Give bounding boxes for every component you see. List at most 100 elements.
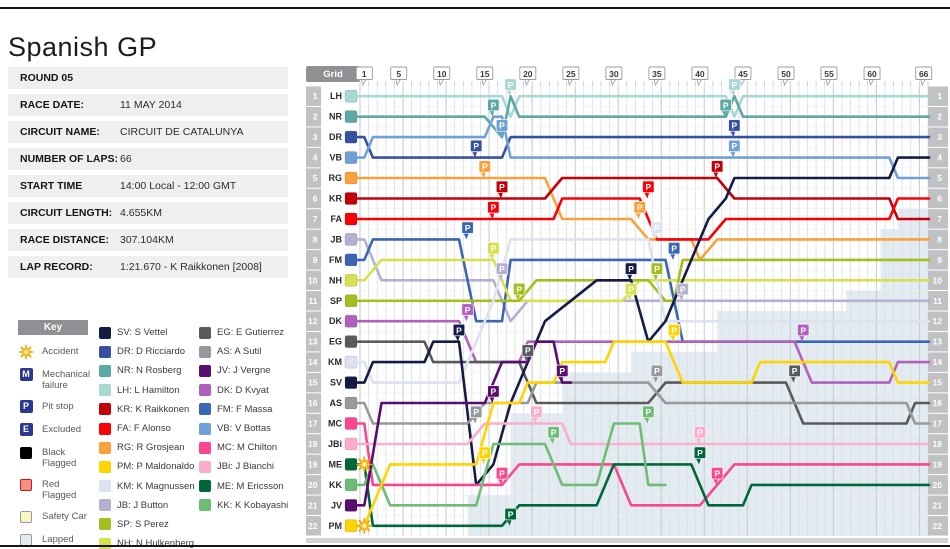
driver-color-chip (199, 441, 211, 454)
grid-position-number: 4 (313, 153, 318, 163)
legend-item-RG: RG: R Grosjean (99, 438, 199, 457)
grid-position-number: 6 (313, 194, 318, 204)
svg-text:P: P (800, 325, 806, 335)
info-label: ROUND 05 (20, 72, 74, 84)
legend-item-ME: ME: M Ericsson (199, 477, 299, 496)
lap-tag (476, 66, 494, 80)
info-label: CIRCUIT NAME: (20, 126, 100, 138)
grid-position-number: 20 (308, 480, 318, 490)
finish-position-cell (928, 106, 948, 127)
svg-text:P: P (697, 448, 703, 458)
grid-position-number: 8 (313, 234, 318, 244)
legend-item-label: DR: D Ricciardo (117, 346, 186, 358)
pit-marker-KK: P (547, 426, 560, 444)
legend-item-MC: MC: M Chilton (199, 438, 299, 457)
info-row: RACE DATE: 11 MAY 2014 (8, 94, 288, 116)
lap-tag-label: 1 (362, 69, 367, 79)
driver-trace-KR (349, 176, 931, 221)
pit-marker-MC: P (710, 466, 724, 485)
finish-position-cell (928, 495, 948, 516)
driver-color-chip (99, 422, 111, 435)
key-item: P Pit stop (8, 399, 96, 414)
pit-marker-LH: P (504, 78, 517, 97)
legend-item-label: FM: F Massa (217, 403, 273, 415)
legend-item-label: JBi: J Bianchi (217, 461, 275, 473)
finish-position-number: 9 (937, 255, 942, 265)
grid-position-cell (306, 454, 321, 475)
svg-text:P: P (732, 141, 738, 151)
legend-item-label: NR: N Rosberg (117, 365, 182, 377)
finish-position-cell (928, 352, 948, 372)
driver-color-chip (99, 441, 111, 454)
grid-driver-code-VB: VB (329, 153, 342, 163)
svg-text:P: P (654, 223, 660, 233)
legend-item-label: KR: K Raikkonen (117, 403, 190, 415)
lap-tag (562, 66, 580, 80)
grid-position-number: 19 (308, 459, 318, 469)
svg-text:P: P (723, 100, 729, 110)
info-row: NUMBER OF LAPS: 66 (8, 148, 288, 170)
key-item-label: Black Flagged (42, 447, 77, 469)
grid-position-number: 16 (308, 398, 318, 408)
grid-position-number: 9 (313, 255, 318, 265)
pit-marker-NH: P (624, 282, 638, 301)
grid-position-number: 10 (308, 275, 318, 285)
svg-text:P: P (516, 284, 522, 294)
grid-position-cell (306, 127, 321, 147)
info-value: 4.655KM (120, 207, 163, 219)
legend-item-label: DK: D Kvyat (217, 384, 269, 396)
svg-text:P: P (680, 284, 686, 294)
finish-position-number: 5 (937, 173, 942, 183)
key-item-label: Lapped (42, 534, 74, 545)
grid-position-cell (306, 393, 321, 413)
driver-trace-ME (349, 463, 931, 528)
grid-position-number: 3 (313, 132, 318, 142)
key-item-label: Mechanical failure (42, 369, 91, 391)
lap-tag (777, 66, 795, 80)
svg-text:P: P (732, 80, 738, 90)
info-value: CIRCUIT DE CATALUNYA (120, 126, 244, 138)
grid-driver-code-DK: DK (329, 316, 342, 326)
accident-star-icon (356, 456, 373, 473)
svg-text:P: P (482, 162, 488, 172)
info-label: LAP RECORD: (20, 261, 93, 273)
finish-position-number: 22 (933, 521, 943, 531)
pit-marker-JB: P (676, 282, 689, 301)
driver-color-chip (99, 384, 111, 397)
accident-star-icon (356, 517, 373, 534)
pit-marker-DK: P (797, 323, 810, 342)
svg-text:P: P (714, 468, 720, 478)
finish-position-cell (928, 147, 948, 168)
pit-marker-EG: P (788, 364, 801, 383)
finish-position-number: 2 (937, 112, 942, 122)
svg-text:P: P (628, 264, 634, 274)
info-value: 307.104KM (120, 234, 174, 246)
driver-trace-SV (349, 156, 931, 487)
pit-marker-FA: P (487, 201, 500, 219)
info-row: ROUND 05 (8, 67, 288, 89)
driver-color-chip (99, 480, 111, 493)
grid-position-cell (306, 311, 321, 331)
svg-text:P: P (671, 325, 677, 335)
pit-marker-SV: P (624, 262, 638, 281)
pit-marker-JBi: P (693, 426, 707, 444)
svg-text:P: P (491, 203, 497, 213)
legend-item-label: KK: K Kobayashi (217, 499, 289, 511)
finish-position-number: 7 (937, 214, 942, 224)
svg-text:P: P (473, 407, 479, 417)
finish-position-cell (928, 372, 948, 393)
key-panel: Key Accident M Mechanical failure P Pit stop… (8, 320, 96, 549)
svg-text:P: P (465, 223, 471, 233)
info-label: RACE DISTANCE: (20, 234, 110, 246)
driver-trace-FA (349, 197, 931, 241)
driver-trace-KM (349, 238, 931, 384)
key-item: Red Flagged (8, 477, 96, 501)
legend-item-label: MC: M Chilton (217, 442, 278, 454)
info-row: RACE DISTANCE: 307.104KM (8, 229, 288, 251)
grid-driver-code-SV: SV (330, 378, 342, 388)
legend-item-AS: AS: A Sutil (199, 342, 299, 361)
grid-position-cell (306, 516, 321, 536)
info-row: START TIME 14:00 Local - 12:00 GMT (8, 175, 288, 197)
lap-tag (355, 66, 373, 80)
